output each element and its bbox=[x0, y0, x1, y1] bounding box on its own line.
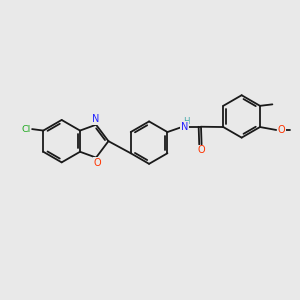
Text: O: O bbox=[278, 125, 285, 135]
Text: H: H bbox=[184, 117, 190, 126]
Text: N: N bbox=[92, 114, 100, 124]
Text: N: N bbox=[181, 122, 188, 132]
Text: Cl: Cl bbox=[22, 124, 31, 134]
Text: O: O bbox=[94, 158, 101, 168]
Text: O: O bbox=[198, 145, 206, 155]
